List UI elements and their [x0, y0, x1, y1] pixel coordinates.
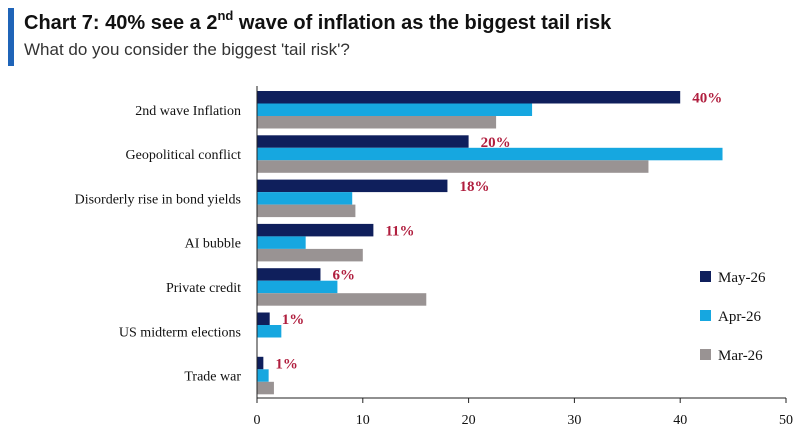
bar-may-26 [257, 356, 264, 370]
bar-may-26 [257, 268, 321, 281]
bar-may-26 [257, 223, 374, 237]
bar-apr-26 [257, 369, 269, 382]
bar-may-26 [257, 179, 448, 193]
bar-apr-26 [257, 325, 282, 338]
category-label: AI bubble [185, 237, 241, 252]
title-superscript: nd [217, 8, 234, 23]
bar-mar-26 [257, 293, 427, 306]
x-tick-label: 0 [254, 413, 261, 428]
data-label: 11% [385, 223, 414, 239]
data-label: 20% [481, 135, 511, 151]
data-label: 6% [332, 268, 355, 284]
data-label: 18% [459, 179, 489, 195]
bar-may-26 [257, 91, 681, 104]
legend-swatch-may-26 [700, 271, 711, 282]
category-label: Private credit [166, 281, 241, 296]
x-tick-label: 10 [356, 413, 370, 428]
chart-subtitle: What do you consider the biggest 'tail r… [24, 40, 350, 59]
category-label: Trade war [184, 370, 241, 385]
chart-title: Chart 7: 40% see a 2nd wave of inflation… [24, 8, 612, 34]
legend-label: May-26 [718, 270, 766, 286]
bar-may-26 [257, 135, 469, 148]
legend-swatch-mar-26 [700, 349, 711, 360]
bar-may-26 [257, 312, 270, 325]
bar-apr-26 [257, 280, 338, 294]
bar-apr-26 [257, 192, 353, 205]
x-tick-label: 20 [462, 413, 476, 428]
category-label: Geopolitical conflict [126, 148, 242, 163]
bar-apr-26 [257, 236, 306, 249]
x-tick-label: 50 [779, 413, 793, 428]
data-label: 1% [275, 356, 298, 372]
legend-label: Mar-26 [718, 348, 763, 364]
bar-mar-26 [257, 160, 649, 173]
legend-swatch-apr-26 [700, 310, 711, 321]
bar-mar-26 [257, 248, 363, 262]
bar-apr-26 [257, 103, 533, 116]
data-label: 1% [282, 312, 305, 328]
bar-apr-26 [257, 147, 723, 161]
bar-mar-26 [257, 204, 356, 218]
bar-mar-26 [257, 116, 497, 129]
x-tick-label: 30 [567, 413, 581, 428]
category-label: Disorderly rise in bond yields [75, 192, 241, 207]
data-label: 40% [692, 91, 722, 107]
bar-mar-26 [257, 381, 274, 395]
x-tick-label: 40 [673, 413, 687, 428]
category-label: US midterm elections [119, 325, 241, 340]
category-label: 2nd wave Inflation [135, 104, 241, 119]
title-accent-bar [8, 8, 14, 66]
legend-label: Apr-26 [718, 309, 762, 325]
